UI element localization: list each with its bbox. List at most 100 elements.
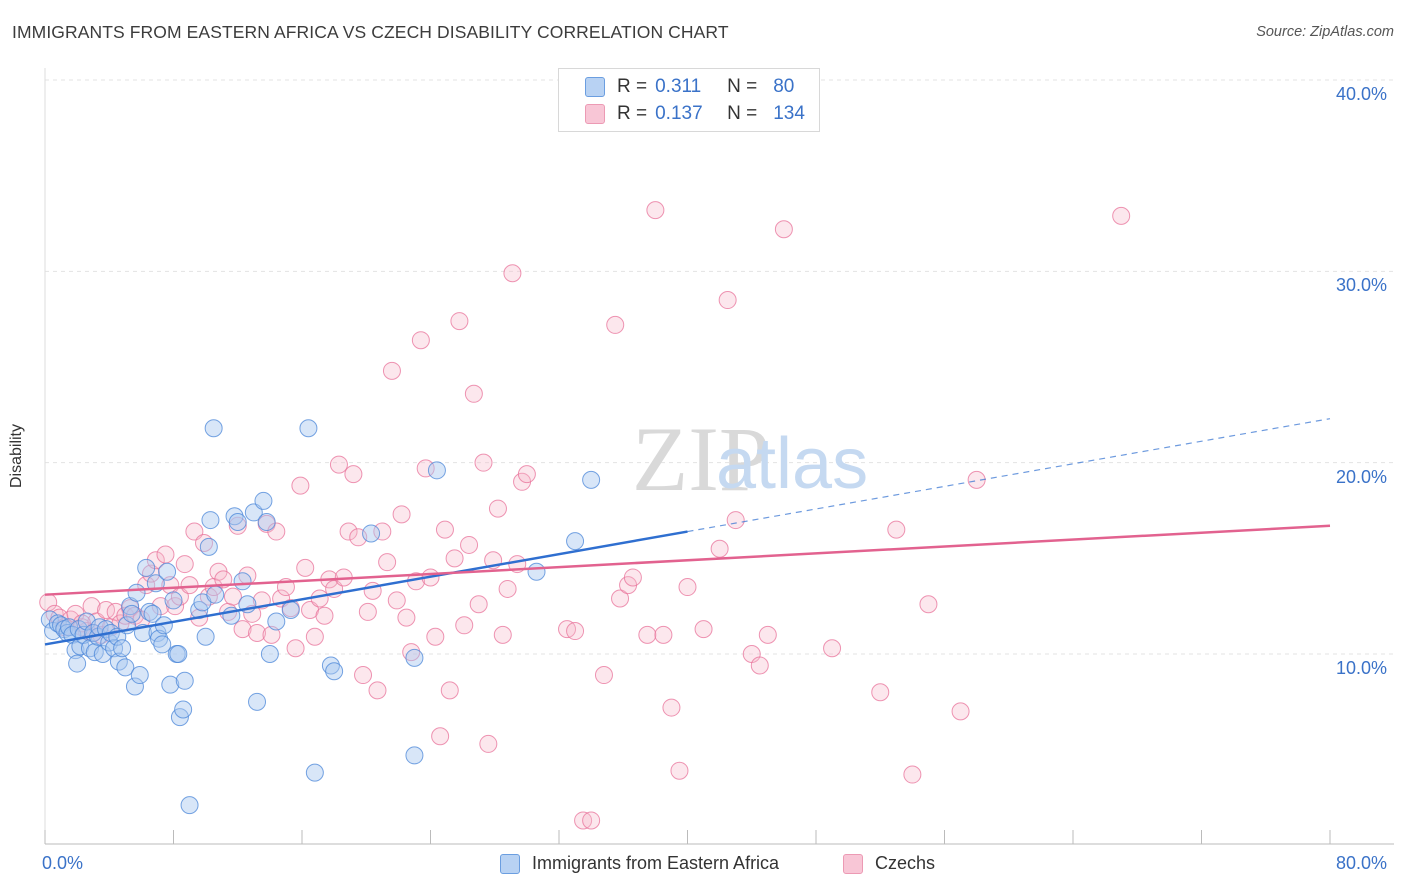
czechs-point <box>823 639 842 658</box>
eastern-africa-point <box>206 585 225 604</box>
czechs-point <box>185 522 204 541</box>
legend-item-eastern-africa: Immigrants from Eastern Africa <box>500 853 779 874</box>
czechs-point <box>146 551 165 570</box>
eastern-africa-trend-extension <box>687 418 1331 533</box>
czechs-point <box>871 683 890 702</box>
czechs-point <box>774 220 793 239</box>
eastern-africa-point <box>248 692 267 711</box>
czechs-point <box>967 470 986 489</box>
czechs-point <box>464 384 483 403</box>
r-label: R = <box>617 103 648 124</box>
czechs-point <box>397 608 416 627</box>
eastern-africa-point <box>201 511 220 530</box>
eastern-africa-point <box>68 654 87 673</box>
n-label: N = <box>727 103 758 124</box>
eastern-africa-point <box>150 629 169 648</box>
czechs-point <box>654 625 673 644</box>
y-axis-label: Disability <box>8 423 25 489</box>
axes <box>44 68 1394 845</box>
r-label: R = <box>617 76 648 97</box>
czechs-point <box>611 589 630 608</box>
czechs-point <box>919 595 938 614</box>
czechs-point <box>638 625 657 644</box>
y-tick-label: 30.0% <box>1336 275 1388 296</box>
czechs-point <box>440 681 459 700</box>
x-axis-max-label: 80.0% <box>1336 853 1388 873</box>
czechs-point <box>329 455 348 474</box>
czechs-point <box>566 622 585 641</box>
czechs-point <box>445 549 464 568</box>
eastern-africa-point <box>143 604 162 623</box>
trend-lines <box>44 418 1331 646</box>
eastern-africa-point <box>527 562 546 581</box>
czechs-point <box>382 361 401 380</box>
czechs-point <box>1112 206 1131 225</box>
czechs-point <box>223 587 242 606</box>
czechs-point <box>646 201 665 220</box>
eastern-africa-point <box>254 491 273 510</box>
legend-label: Czechs <box>875 853 936 873</box>
eastern-africa-trend-line <box>44 530 688 646</box>
czechs-point <box>315 606 334 625</box>
czechs-point <box>582 811 601 830</box>
czechs-point <box>710 539 729 558</box>
czechs-point <box>694 620 713 639</box>
eastern-africa-point <box>125 677 144 696</box>
eastern-africa-point <box>566 532 585 551</box>
eastern-africa-point <box>113 639 132 658</box>
eastern-africa-point <box>228 512 247 531</box>
czechs-point <box>670 761 689 780</box>
czechs-point <box>503 264 522 283</box>
czechs-point <box>426 627 445 646</box>
czechs-point <box>517 465 536 484</box>
eastern-africa-point <box>321 656 340 675</box>
czechs-point <box>758 625 777 644</box>
watermark-atlas: atlas <box>716 424 868 504</box>
legend-row-eastern-africa: R = 0.311 N = 80 <box>559 74 794 100</box>
eastern-africa-point <box>582 470 601 489</box>
n-value: 134 <box>773 103 805 124</box>
eastern-africa-point <box>225 507 244 526</box>
y-tick-label: 20.0% <box>1336 466 1388 487</box>
x-axis-min-label: 0.0% <box>42 853 84 873</box>
czechs-point <box>305 627 324 646</box>
czechs-point <box>339 522 358 541</box>
n-value: 80 <box>773 76 795 97</box>
y-tick-label: 40.0% <box>1336 84 1388 104</box>
eastern-africa-point <box>405 648 424 667</box>
n-label: N = <box>727 76 758 97</box>
eastern-africa-point <box>153 635 172 654</box>
y-tick-label: 10.0% <box>1336 658 1388 678</box>
czechs-point <box>378 553 397 572</box>
czechs-point <box>296 558 315 577</box>
eastern-africa-point <box>260 645 279 663</box>
eastern-africa-point <box>305 763 324 782</box>
czechs-point <box>291 476 310 495</box>
czechs-point <box>479 734 498 753</box>
correlation-legend: R = 0.311 N = 80 R = 0.137 N = 134 <box>558 68 820 132</box>
czechs-point <box>435 520 454 539</box>
czechs-point <box>623 568 642 587</box>
czechs-point <box>450 312 469 331</box>
czechs-point <box>156 545 175 564</box>
chart-title: IMMIGRANTS FROM EASTERN AFRICA VS CZECH … <box>12 22 729 42</box>
czechs-point <box>402 643 421 662</box>
eastern-africa-point <box>137 558 156 577</box>
eastern-africa-point <box>116 658 135 677</box>
czechs-point <box>887 520 906 539</box>
czechs-point <box>175 555 194 574</box>
czechs-trend-line <box>44 524 1331 596</box>
czechs-point <box>662 698 681 717</box>
eastern-africa-point <box>164 591 183 610</box>
eastern-africa-point <box>204 419 223 438</box>
czechs-point <box>214 570 233 589</box>
czechs-point <box>498 579 517 598</box>
czechs-point <box>267 522 286 541</box>
czechs-point <box>344 465 363 484</box>
czechs-point <box>726 511 745 530</box>
legend-swatch-pink <box>585 104 605 124</box>
eastern-africa-point <box>257 512 276 531</box>
czechs-point <box>951 702 970 721</box>
eastern-africa-point <box>140 602 159 621</box>
